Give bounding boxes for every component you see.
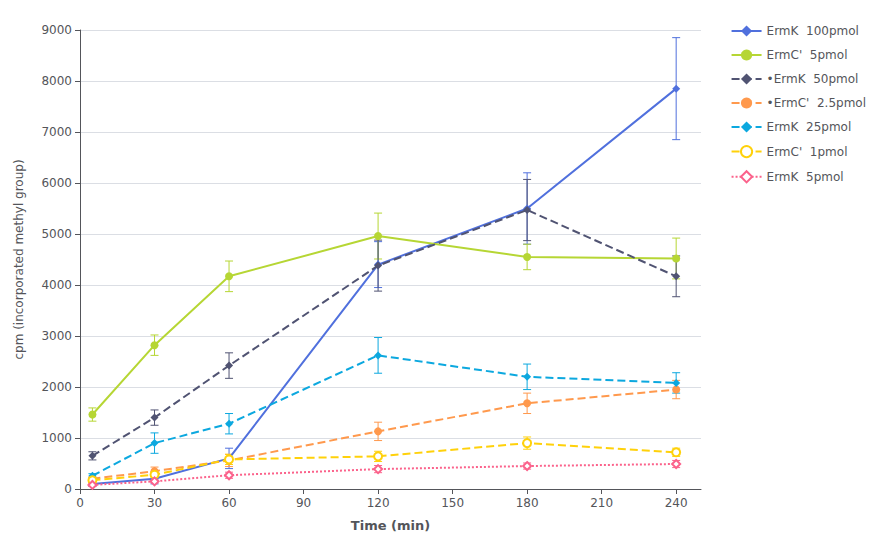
svg-text:6000: 6000 <box>41 176 72 190</box>
svg-text:ErmK 100pmol: ErmK 100pmol <box>767 24 859 38</box>
svg-text:3000: 3000 <box>41 329 72 343</box>
svg-text:•ErmC' 2.5pmol: •ErmC' 2.5pmol <box>767 96 866 110</box>
svg-text:Time (min): Time (min) <box>351 518 430 533</box>
svg-text:9000: 9000 <box>41 23 72 37</box>
svg-text:2000: 2000 <box>41 380 72 394</box>
svg-text:ErmC' 1pmol: ErmC' 1pmol <box>767 145 848 159</box>
svg-text:1000: 1000 <box>41 431 72 445</box>
svg-text:7000: 7000 <box>41 125 72 139</box>
svg-text:150: 150 <box>441 496 464 510</box>
svg-text:8000: 8000 <box>41 74 72 88</box>
svg-text:ErmK 5pmol: ErmK 5pmol <box>767 170 844 184</box>
svg-text:5000: 5000 <box>41 227 72 241</box>
svg-text:30: 30 <box>147 496 162 510</box>
svg-text:120: 120 <box>367 496 390 510</box>
svg-text:0: 0 <box>64 482 72 496</box>
svg-text:0: 0 <box>76 496 84 510</box>
svg-text:ErmC' 5pmol: ErmC' 5pmol <box>767 48 848 62</box>
svg-text:•ErmK 50pmol: •ErmK 50pmol <box>767 72 859 86</box>
svg-text:60: 60 <box>221 496 236 510</box>
svg-text:210: 210 <box>590 496 613 510</box>
svg-text:90: 90 <box>296 496 311 510</box>
svg-text:4000: 4000 <box>41 278 72 292</box>
svg-text:cpm (incorporated methyl group: cpm (incorporated methyl group) <box>12 159 26 359</box>
svg-text:180: 180 <box>516 496 539 510</box>
svg-text:240: 240 <box>665 496 688 510</box>
svg-text:ErmK 25pmol: ErmK 25pmol <box>767 120 852 134</box>
